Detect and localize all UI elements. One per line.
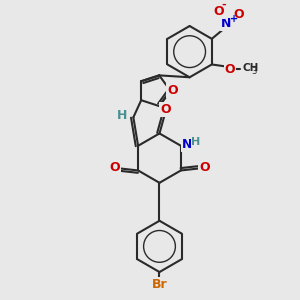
Text: O: O — [224, 63, 235, 76]
Text: 3: 3 — [252, 67, 257, 76]
Text: O: O — [167, 84, 178, 97]
Text: N: N — [221, 17, 231, 30]
Text: O: O — [109, 161, 120, 174]
Text: O: O — [160, 103, 170, 116]
Text: O: O — [233, 8, 244, 21]
Text: O: O — [213, 5, 224, 18]
Text: Br: Br — [152, 278, 167, 291]
Text: H: H — [117, 109, 127, 122]
Text: H: H — [191, 137, 201, 147]
Text: Methyl: Methyl — [243, 68, 248, 69]
Text: N: N — [182, 138, 193, 151]
Text: O: O — [199, 161, 210, 174]
Text: -: - — [221, 0, 226, 10]
Text: CH: CH — [242, 63, 259, 73]
Text: +: + — [230, 14, 238, 24]
